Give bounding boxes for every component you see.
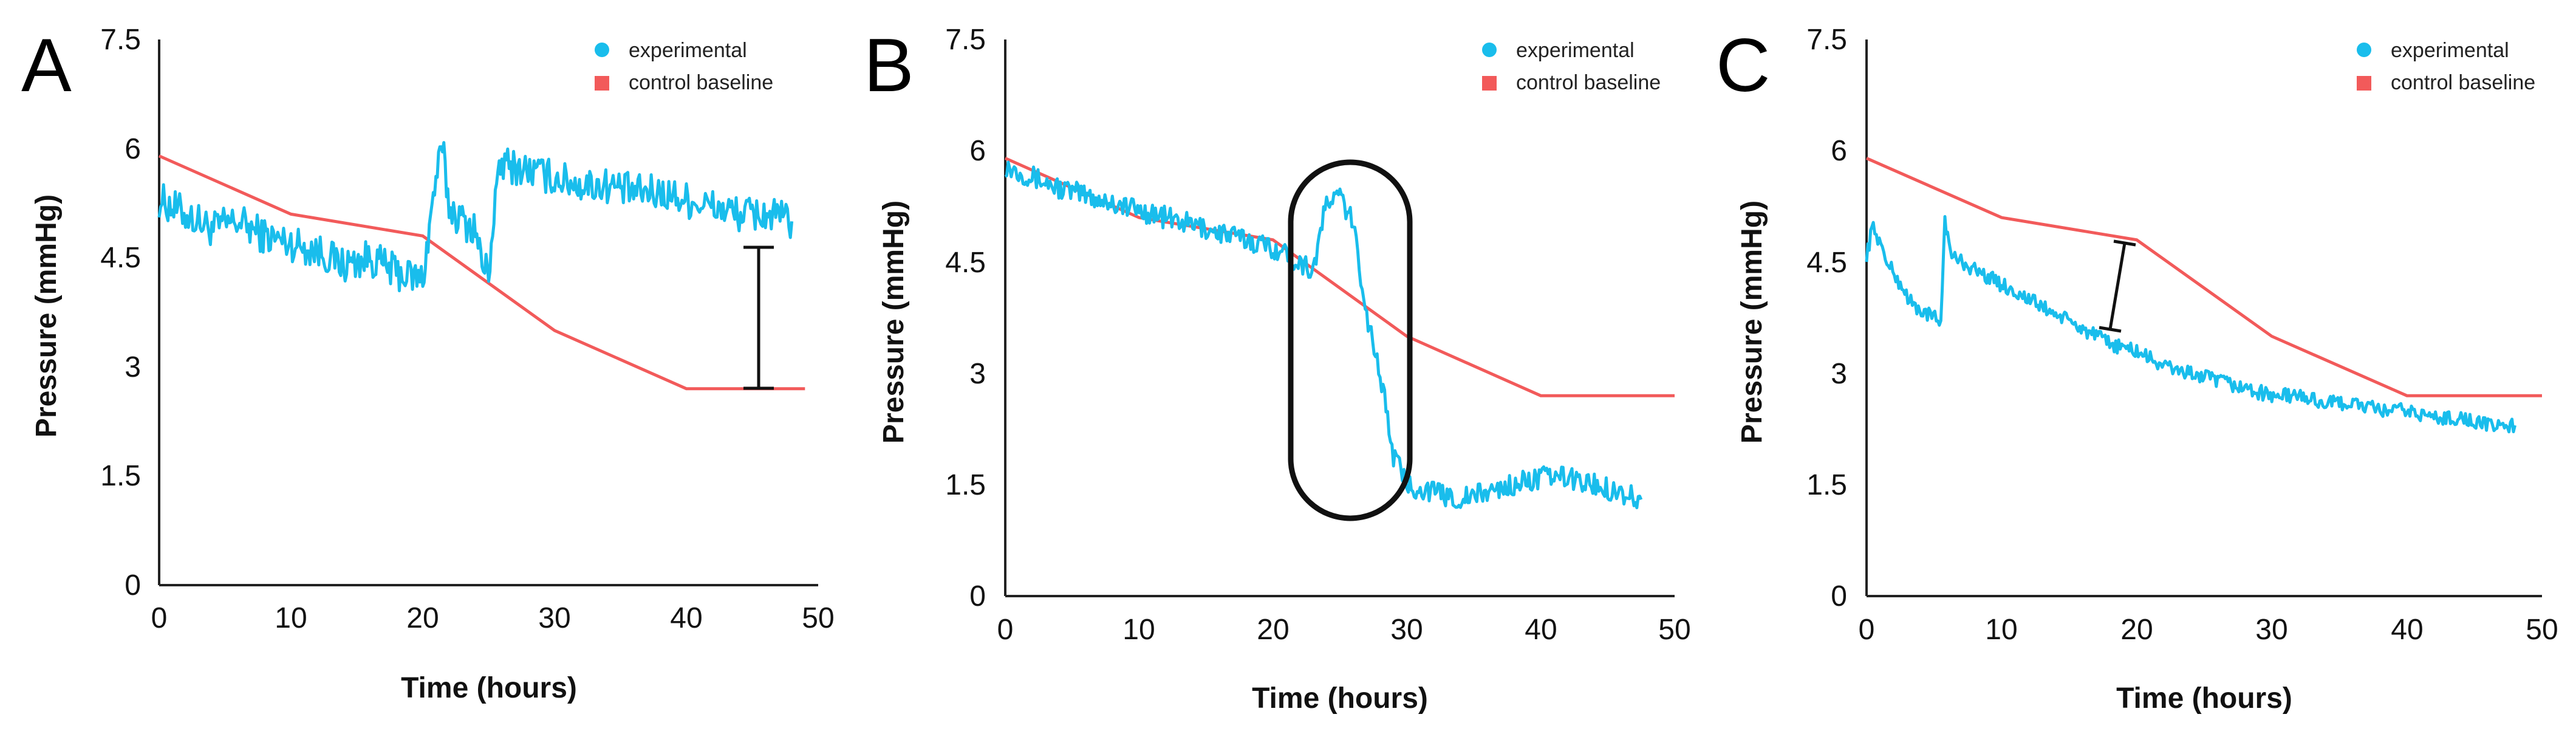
y-tick-label: 6	[969, 135, 986, 167]
y-tick-label: 7.5	[100, 24, 141, 56]
x-tick-label: 20	[2120, 614, 2153, 646]
y-ticks: 0 1.5 3 4.5 6 7.5	[1806, 24, 1847, 612]
x-tick-label: 40	[670, 602, 702, 634]
panel-letter-a: A	[21, 24, 72, 108]
legend-label-control: control baseline	[629, 71, 773, 94]
x-tick-label: 30	[538, 602, 570, 634]
panel-a: A 0 1.5 3 4.5 6 7.5 0 10 20 30 40 50 Tim…	[21, 24, 835, 704]
legend-label-control: control baseline	[2391, 71, 2535, 94]
experimental-line	[1004, 160, 1643, 510]
y-tick-label: 6	[1831, 135, 1847, 167]
experimental-line	[157, 141, 794, 292]
difference-error-bar	[2099, 239, 2136, 333]
legend-label-experimental: experimental	[2391, 39, 2509, 62]
y-axis-title: Pressure (mmHg)	[30, 194, 63, 437]
x-tick-label: 0	[1859, 614, 1875, 646]
experimental-line	[1865, 215, 2516, 434]
y-tick-label: 4.5	[100, 242, 141, 274]
x-tick-label: 10	[275, 602, 307, 634]
x-tick-label: 50	[2526, 614, 2558, 646]
y-tick-label: 3	[1831, 358, 1847, 390]
x-ticks: 0 10 20 30 40 50	[997, 614, 1691, 646]
legend-label-experimental: experimental	[1516, 39, 1635, 62]
legend-marker-experimental	[2357, 43, 2371, 57]
x-axis-title: Time (hours)	[1252, 682, 1428, 715]
legend: experimental control baseline	[595, 39, 773, 94]
legend-marker-control	[595, 76, 609, 91]
highlight-ellipse	[1288, 159, 1413, 521]
y-tick-label: 1.5	[100, 460, 141, 492]
y-tick-label: 4.5	[945, 247, 986, 279]
panel-letter-c: C	[1716, 24, 1771, 108]
y-tick-label: 1.5	[945, 469, 986, 501]
x-tick-label: 30	[1390, 614, 1423, 646]
x-tick-label: 20	[406, 602, 439, 634]
y-tick-label: 1.5	[1806, 469, 1847, 501]
x-tick-label: 40	[2391, 614, 2423, 646]
y-tick-label: 7.5	[1806, 24, 1847, 56]
panel-b: B 0 1.5 3 4.5 6 7.5 0 10 20 30 40 50 Tim…	[864, 24, 1691, 715]
x-tick-label: 50	[802, 602, 834, 634]
legend-marker-experimental	[1482, 43, 1497, 57]
y-tick-label: 0	[125, 569, 141, 602]
y-tick-label: 7.5	[945, 24, 986, 56]
panel-c: C 0 1.5 3 4.5 6 7.5 0 10 20 30 40 50 Tim…	[1716, 24, 2558, 715]
y-tick-label: 4.5	[1806, 247, 1847, 279]
legend-marker-control	[1482, 76, 1497, 91]
y-tick-label: 3	[969, 358, 986, 390]
legend-marker-experimental	[595, 43, 609, 57]
x-tick-label: 0	[997, 614, 1014, 646]
control-baseline-line	[1865, 157, 2542, 397]
y-tick-label: 0	[969, 580, 986, 612]
legend-marker-control	[2357, 76, 2371, 91]
y-ticks: 0 1.5 3 4.5 6 7.5	[100, 24, 141, 602]
x-tick-label: 20	[1257, 614, 1289, 646]
legend-label-control: control baseline	[1516, 71, 1661, 94]
y-tick-label: 0	[1831, 580, 1847, 612]
legend: experimental control baseline	[1482, 39, 1661, 94]
panel-letter-b: B	[864, 24, 914, 108]
legend-label-experimental: experimental	[629, 39, 747, 62]
x-axis-title: Time (hours)	[401, 672, 577, 704]
x-tick-label: 50	[1658, 614, 1690, 646]
x-axis-title: Time (hours)	[2116, 682, 2292, 715]
control-baseline-line	[158, 154, 805, 391]
x-ticks: 0 10 20 30 40 50	[1859, 614, 2558, 646]
x-tick-label: 10	[1122, 614, 1155, 646]
x-tick-label: 30	[2255, 614, 2287, 646]
x-tick-label: 0	[151, 602, 168, 634]
legend: experimental control baseline	[2357, 39, 2535, 94]
y-tick-label: 3	[125, 351, 141, 383]
x-tick-label: 40	[1525, 614, 1557, 646]
x-tick-label: 10	[1985, 614, 2017, 646]
y-axis-title: Pressure (mmHg)	[1736, 201, 1768, 444]
y-tick-label: 6	[125, 133, 141, 165]
difference-error-bar	[743, 245, 774, 390]
y-axis-title: Pressure (mmHg)	[878, 201, 910, 444]
y-ticks: 0 1.5 3 4.5 6 7.5	[945, 24, 986, 612]
x-ticks: 0 10 20 30 40 50	[151, 602, 835, 634]
